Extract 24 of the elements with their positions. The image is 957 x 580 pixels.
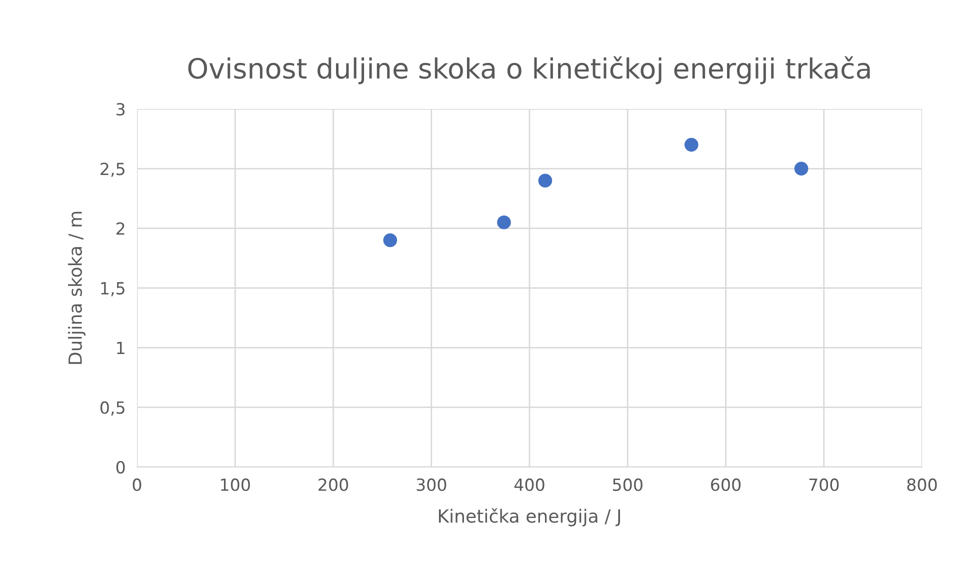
y-tick-label: 1 bbox=[117, 342, 124, 354]
y-tick-label: 3 bbox=[116, 102, 125, 116]
x-tick-label: 100 bbox=[221, 478, 250, 492]
y-tick-label: 0 bbox=[116, 460, 125, 474]
x-tick-label: 600 bbox=[711, 478, 741, 492]
point bbox=[794, 162, 808, 176]
y-tick-label: 2,5 bbox=[100, 162, 124, 177]
point bbox=[383, 233, 398, 248]
x-tick-label: 800 bbox=[907, 478, 937, 492]
point bbox=[497, 215, 511, 230]
x-tick-label: 300 bbox=[416, 478, 446, 492]
y-tick-label: 2 bbox=[116, 222, 124, 235]
y-tick-label: 0,5 bbox=[100, 401, 124, 416]
x-tick-label: 500 bbox=[613, 478, 642, 492]
point bbox=[538, 174, 552, 188]
x-tick-label: 0 bbox=[132, 478, 142, 492]
x-tick-label: 200 bbox=[318, 478, 348, 492]
x-axis-title: Kinetička energija / J bbox=[438, 508, 620, 526]
y-axis-title: Duljina skoka / m bbox=[68, 212, 86, 364]
y-tick-label: 1,5 bbox=[101, 282, 124, 296]
x-tick-label: 400 bbox=[514, 478, 544, 492]
point bbox=[684, 138, 698, 152]
x-tick-label: 700 bbox=[809, 478, 839, 492]
chart-title: Ovisnost duljine skoka o kinetičkoj energiji trkača bbox=[188, 56, 870, 84]
